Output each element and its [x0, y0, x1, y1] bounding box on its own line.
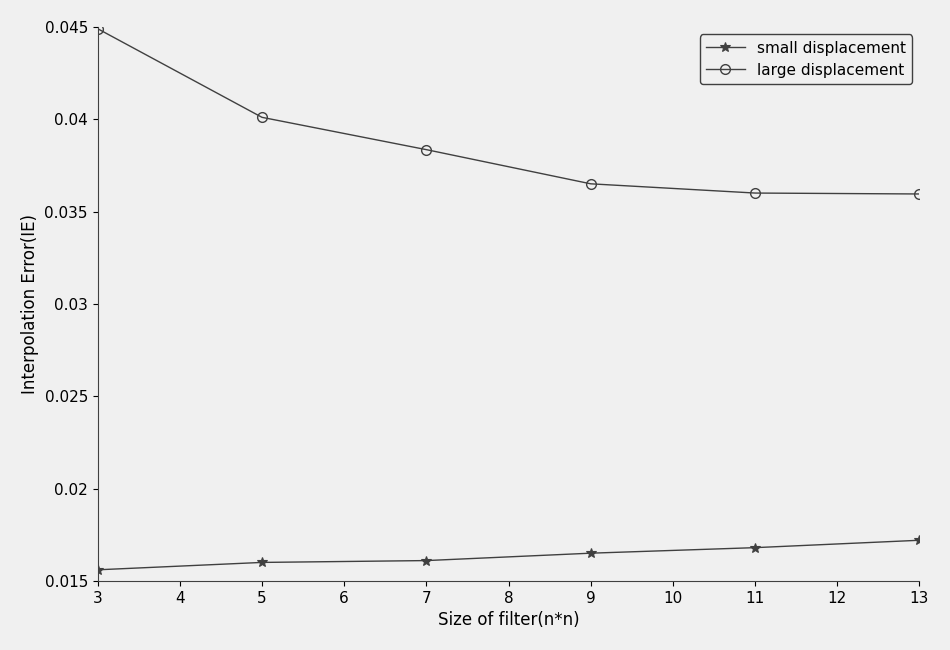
large displacement: [585, 180, 597, 188]
Y-axis label: Interpolation Error(IE): Interpolation Error(IE): [21, 214, 39, 394]
large displacement: [750, 189, 761, 197]
small displacement: [421, 556, 432, 564]
small displacement: [585, 549, 597, 557]
large displacement: [92, 25, 104, 32]
Line: large displacement: large displacement: [93, 24, 924, 199]
small displacement: [92, 566, 104, 574]
small displacement: [914, 536, 925, 544]
small displacement: [750, 544, 761, 552]
X-axis label: Size of filter(n*n): Size of filter(n*n): [438, 611, 580, 629]
large displacement: [256, 114, 268, 122]
large displacement: [421, 146, 432, 153]
Legend: small displacement, large displacement: small displacement, large displacement: [700, 34, 912, 84]
large displacement: [914, 190, 925, 198]
small displacement: [256, 558, 268, 566]
Line: small displacement: small displacement: [93, 536, 924, 575]
